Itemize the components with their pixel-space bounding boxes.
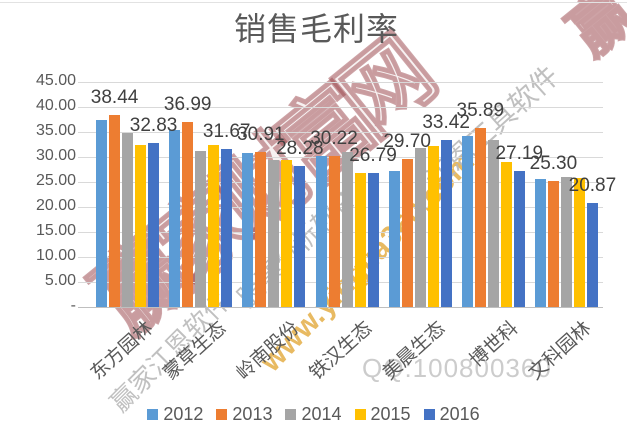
bar-2013-文科园林	[547, 180, 559, 307]
y-tick-label: -	[70, 297, 76, 314]
bar-2013-铁汉生态	[328, 155, 340, 307]
bar-2013-蒙草生态	[182, 122, 194, 307]
bar-2014-岭南股份	[268, 159, 280, 307]
bar-2015-铁汉生态	[354, 172, 366, 307]
watermark-qq: QQ:100800360	[362, 353, 552, 383]
gridline	[78, 207, 603, 208]
legend-item-2013: 2013	[216, 404, 272, 425]
bar-2012-东方园林	[96, 120, 108, 307]
data-label-2016-东方园林: 32.83	[129, 114, 178, 136]
legend-swatch-2016	[423, 409, 435, 420]
legend-item-2016: 2016	[423, 404, 480, 425]
legend-label-2015: 2015	[370, 404, 411, 424]
data-label-2016-蒙草生态: 31.67	[202, 120, 251, 142]
legend-item-2015: 2015	[354, 404, 411, 425]
bar-2016-博世科	[513, 171, 525, 307]
bar-2014-文科园林	[560, 176, 572, 307]
data-label-2013-博世科: 35.89	[456, 99, 505, 121]
legend-label-2013: 2013	[232, 404, 273, 424]
bar-2013-岭南股份	[255, 152, 267, 307]
bar-2012-铁汉生态	[315, 155, 327, 307]
watermark-brand-corner: 赢	[556, 0, 627, 70]
bar-2013-博世科	[474, 127, 486, 307]
bar-2015-博世科	[500, 162, 512, 307]
y-tick-label: 15.00	[35, 222, 76, 239]
data-label-2013-岭南股份: 30.91	[237, 124, 285, 146]
bar-2012-美晨生态	[388, 171, 400, 307]
y-tick-label: 5.00	[44, 272, 76, 289]
bar-2015-美晨生态	[427, 146, 439, 307]
data-label-2016-博世科: 27.19	[495, 143, 544, 165]
bar-2016-东方园林	[148, 142, 160, 307]
gridline	[78, 82, 603, 83]
bar-2013-美晨生态	[401, 158, 413, 307]
legend-swatch-2013	[216, 409, 228, 420]
data-label-2013-铁汉生态: 30.22	[310, 127, 358, 149]
legend-label-2014: 2014	[301, 404, 342, 424]
gridline	[78, 107, 603, 108]
bar-2012-博世科	[461, 135, 473, 307]
legend-label-2012: 2012	[163, 404, 204, 424]
gridline	[78, 132, 603, 133]
bar-2015-岭南股份	[281, 160, 293, 307]
bar-2016-文科园林	[586, 202, 598, 307]
data-label-2013-美晨生态: 29.70	[383, 130, 431, 152]
bar-2014-美晨生态	[414, 147, 426, 307]
bar-2014-蒙草生态	[195, 150, 207, 307]
top-border-line	[0, 2, 627, 3]
bar-2012-文科园林	[534, 179, 546, 307]
y-tick-label: 20.00	[35, 197, 76, 214]
gridline	[78, 182, 603, 183]
bar-2014-东方园林	[122, 133, 134, 307]
bar-2015-文科园林	[573, 178, 585, 307]
bar-2012-蒙草生态	[169, 129, 181, 307]
legend-item-2012: 2012	[147, 404, 203, 425]
data-label-2013-文科园林: 25.30	[529, 152, 578, 174]
data-label-2013-蒙草生态: 36.99	[163, 94, 212, 116]
bar-2016-岭南股份	[294, 165, 306, 307]
gridline	[78, 282, 603, 283]
gridline	[78, 257, 603, 258]
plot-area: 38.44 32.83 36.99 31.67 30.91 28.28 30.22 26.79…	[78, 82, 616, 308]
gridline	[78, 232, 603, 233]
bar-2016-铁汉生态	[367, 173, 379, 307]
legend-label-2016: 2016	[439, 404, 480, 424]
data-label-2016-美晨生态: 33.42	[422, 111, 470, 133]
data-label-2016-文科园林: 20.87	[568, 174, 617, 196]
bar-2013-东方园林	[109, 114, 121, 307]
y-tick-label: 10.00	[35, 247, 76, 264]
data-label-2016-铁汉生态: 26.79	[349, 145, 397, 167]
y-tick-label: 35.00	[35, 122, 76, 139]
data-label-2016-岭南股份: 28.28	[276, 137, 324, 159]
bar-2012-岭南股份	[242, 152, 254, 307]
bar-2016-美晨生态	[440, 139, 452, 307]
bar-2014-铁汉生态	[341, 152, 353, 307]
y-tick-label: 45.00	[35, 72, 76, 89]
bar-2015-蒙草生态	[208, 145, 220, 307]
legend-swatch-2012	[147, 409, 159, 420]
legend-item-2014: 2014	[285, 404, 342, 425]
bar-2016-蒙草生态	[221, 148, 233, 307]
y-tick-label: 25.00	[35, 172, 76, 189]
legend-swatch-2015	[354, 409, 366, 420]
data-label-2013-东方园林: 38.44	[90, 86, 139, 108]
y-tick-label: 40.00	[35, 97, 76, 114]
chart-title: 销售毛利率	[234, 11, 400, 47]
bar-2014-博世科	[487, 139, 499, 307]
gridline	[78, 157, 603, 158]
bar-2015-东方园林	[135, 144, 147, 307]
legend: 2012 2013 2014 2015 2016	[0, 404, 627, 425]
legend-swatch-2014	[285, 409, 297, 420]
y-tick-label: 30.00	[35, 147, 76, 164]
y-axis: 45.00 40.00 35.00 30.00 25.00 20.00 15.00 10.00…	[0, 0, 78, 320]
